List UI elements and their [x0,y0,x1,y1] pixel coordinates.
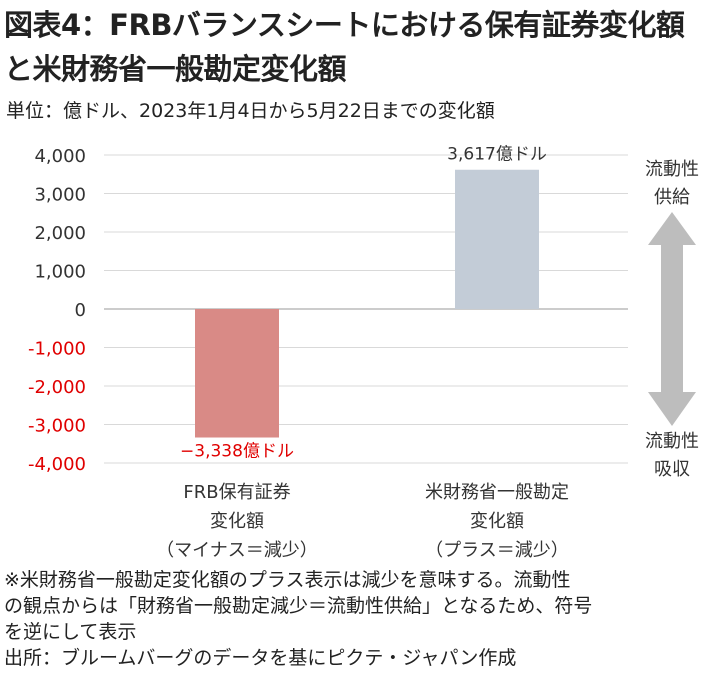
y-axis-ticks: 4,000 3,000 2,000 1,000 0 -1,000 -2,000 -3,000 -… [28,146,86,475]
y-tick-label: -3,000 [28,416,86,437]
bar-chart: 4,000 3,000 2,000 1,000 0 -1,000 -2,000 -3,000 -… [28,145,699,560]
bar [195,309,279,438]
double-arrow-icon [648,212,696,426]
chart-title-line1: 図表4：FRBバランスシートにおける保有証券変化額 [4,8,685,42]
footnote-line1: ※米財務省一般勘定変化額のプラス表示は減少を意味する。流動性 [4,569,571,591]
y-tick-label: 2,000 [34,223,86,244]
chart-title-line2: と米財務省一般勘定変化額 [4,52,347,86]
arrow-bottom-label: 流動性 [645,431,699,452]
x-category-label: 米財務省一般勘定 [425,482,569,503]
y-tick-label: -2,000 [28,377,86,398]
x-category-label: FRB保有証券 [183,482,290,503]
data-label: 3,617億ドル [447,145,547,165]
chart-subtitle: 単位：億ドル、2023年1月4日から5月22日までの変化額 [6,100,495,122]
bars: −3,338億ドル 3,617億ドル [180,145,547,462]
x-category-label: （プラス＝減少） [425,540,569,560]
source-note: 出所：ブルームバーグのデータを基にピクテ・ジャパン作成 [4,647,517,669]
data-label: −3,338億ドル [180,442,294,462]
arrow-top-label: 供給 [654,187,690,208]
bar [455,169,539,309]
x-category-label: 変化額 [210,511,264,532]
y-tick-label: -1,000 [28,339,86,360]
footnote-line2: の観点からは「財務省一般勘定減少＝流動性供給」となるため、符号 [4,595,593,617]
gridlines [104,154,628,464]
y-tick-label: 0 [75,300,86,321]
x-category-label: 変化額 [470,511,524,532]
y-tick-label: -4,000 [28,454,86,475]
y-tick-label: 4,000 [34,146,86,167]
footnote-line3: を逆にして表示 [4,621,137,643]
y-tick-label: 1,000 [34,262,86,283]
arrow-bottom-label: 吸収 [654,459,690,480]
y-tick-label: 3,000 [34,185,86,206]
x-category-label: （マイナス＝減少） [156,540,318,560]
arrow-top-label: 流動性 [645,159,699,180]
